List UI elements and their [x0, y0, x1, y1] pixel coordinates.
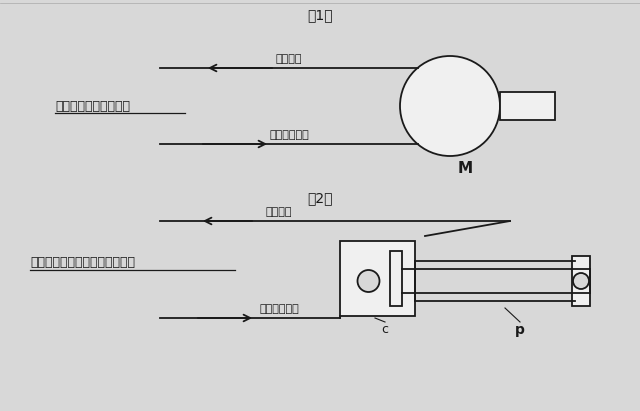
Bar [390, 251, 402, 306]
Text: （戻り）: （戻り） [265, 207, 291, 217]
Bar [572, 256, 590, 306]
Bar [340, 241, 415, 316]
Text: M: M [458, 161, 473, 176]
Text: 送り量に対して戻り量が少ない: 送り量に対して戻り量が少ない [30, 256, 135, 270]
Text: （送り込み）: （送り込み） [260, 304, 300, 314]
Text: （送り込み）: （送り込み） [270, 130, 310, 140]
Text: （戻り）: （戻り） [275, 54, 301, 64]
Text: （2）: （2） [307, 191, 333, 205]
Text: 送り量と戻り量が同量: 送り量と戻り量が同量 [55, 99, 130, 113]
Text: p: p [515, 323, 525, 337]
Text: c: c [381, 323, 388, 336]
Bar [500, 92, 555, 120]
Circle shape [573, 273, 589, 289]
Text: （1）: （1） [307, 8, 333, 22]
Circle shape [358, 270, 380, 292]
Circle shape [400, 56, 500, 156]
